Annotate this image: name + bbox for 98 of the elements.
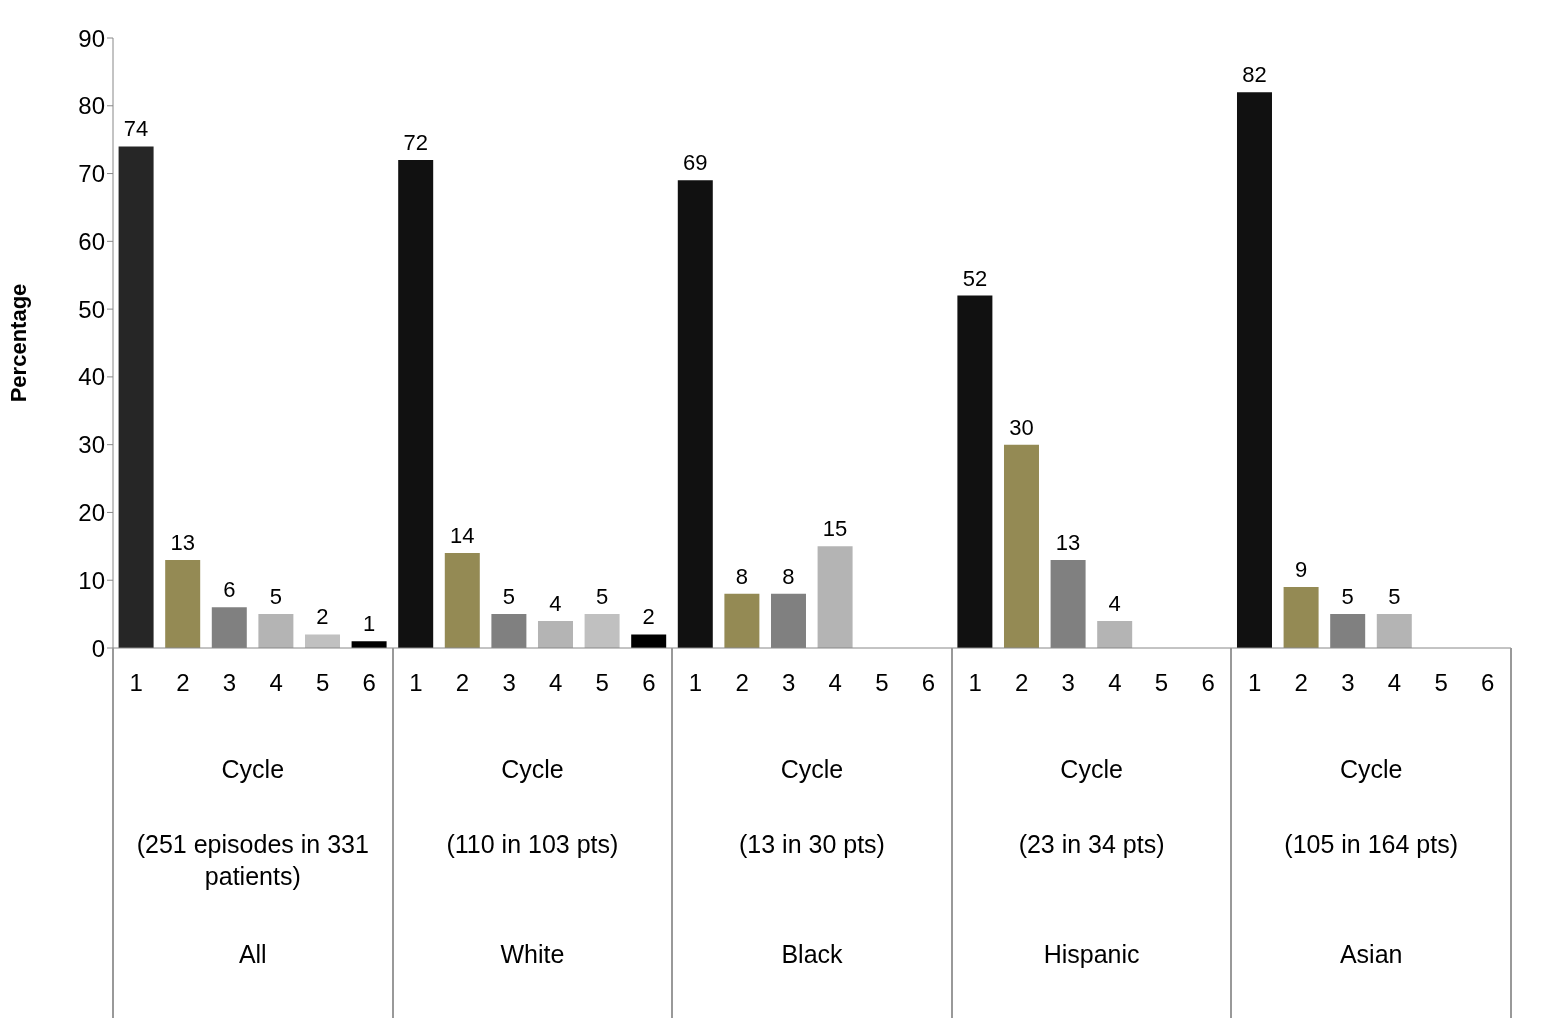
text: Cycle — [1059, 754, 1124, 785]
bar — [118, 146, 154, 648]
data-label: 5 — [269, 584, 283, 610]
text: (110 in 103 pts) — [445, 829, 620, 860]
x-tick-label: 3 — [782, 669, 796, 697]
bar — [1097, 620, 1133, 648]
x-tick-label: 6 — [1481, 669, 1495, 697]
y-tick-label: 0 — [91, 634, 105, 662]
text: (105 in 164 pts) — [1283, 829, 1460, 860]
y-tick-label: 80 — [78, 92, 105, 120]
data-label: 5 — [1341, 584, 1354, 610]
data-label: 4 — [549, 590, 562, 616]
x-tick-label: 1 — [409, 669, 423, 697]
x-tick-label: 5 — [1154, 669, 1169, 697]
x-tick-label: 4 — [549, 669, 563, 697]
bar — [537, 620, 573, 648]
text: All — [237, 939, 268, 970]
data-label: 14 — [450, 523, 475, 549]
data-label: 5 — [1388, 584, 1401, 610]
data-label: 8 — [782, 563, 795, 589]
bar — [444, 553, 480, 648]
data-label: 1 — [362, 611, 376, 637]
x-tick-label: 4 — [1108, 669, 1122, 697]
x-tick-label: 5 — [1434, 669, 1448, 697]
data-label: 69 — [683, 150, 708, 176]
y-tick-label: 70 — [78, 160, 105, 188]
text: Cycle — [779, 754, 845, 785]
text: (251 episodes in 331 patients) — [135, 829, 370, 892]
x-tick-label: 2 — [176, 669, 190, 697]
x-tick-label: 1 — [1248, 669, 1262, 697]
y-tick-label: 20 — [78, 498, 105, 526]
y-tick-label: 40 — [78, 363, 105, 391]
y-tick-label: 90 — [78, 24, 105, 52]
bar — [1283, 587, 1319, 648]
bar — [957, 295, 993, 648]
text: Black — [780, 939, 844, 970]
x-tick-label: 2 — [1294, 669, 1308, 697]
bar — [1376, 614, 1412, 648]
text: Cycle — [220, 754, 286, 785]
data-label: 13 — [1055, 529, 1081, 555]
bar — [258, 614, 294, 648]
text: Cycle — [500, 754, 565, 785]
bar — [584, 614, 620, 648]
x-tick-label: 1 — [968, 669, 982, 697]
bar — [1236, 92, 1272, 648]
text: White — [499, 939, 566, 970]
text: Hispanic — [1042, 939, 1141, 970]
data-label: 52 — [962, 265, 988, 291]
data-label: 30 — [1009, 414, 1034, 440]
text: (13 in 30 pts) — [738, 829, 886, 860]
x-tick-label: 2 — [735, 669, 749, 697]
x-tick-label: 3 — [1341, 669, 1355, 697]
data-label: 15 — [822, 516, 848, 542]
bar — [304, 634, 340, 648]
bar — [724, 593, 760, 648]
bar — [631, 634, 667, 648]
data-label: 5 — [595, 584, 609, 610]
x-tick-label: 5 — [595, 669, 609, 697]
data-label: 9 — [1294, 557, 1308, 582]
x-tick-label: 4 — [269, 669, 283, 697]
data-label: 74 — [123, 116, 149, 142]
data-label: 13 — [170, 529, 195, 555]
y-tick-label: 30 — [78, 431, 105, 459]
bar — [1003, 444, 1039, 648]
bar — [677, 180, 713, 648]
x-tick-label: 1 — [688, 669, 703, 697]
y-axis-title: Percentage — [5, 283, 31, 403]
data-label: 4 — [1108, 590, 1121, 616]
bar — [398, 160, 434, 648]
bar — [165, 559, 201, 648]
data-label: 2 — [642, 604, 655, 630]
x-tick-label: 6 — [362, 669, 376, 697]
data-label: 2 — [316, 604, 329, 630]
x-tick-label: 3 — [1061, 669, 1075, 697]
data-label: 8 — [735, 563, 749, 589]
data-label: 6 — [223, 577, 236, 603]
x-tick-label: 3 — [502, 669, 516, 697]
data-label: 5 — [502, 584, 516, 610]
data-label: 72 — [403, 130, 428, 155]
x-tick-label: 3 — [222, 669, 237, 697]
x-tick-label: 4 — [828, 669, 842, 697]
text: Cycle — [1338, 754, 1404, 785]
x-tick-label: 5 — [316, 669, 330, 697]
y-tick-label: 50 — [78, 295, 105, 323]
x-tick-label: 4 — [1387, 669, 1402, 697]
y-tick-label: 10 — [78, 566, 105, 594]
data-label: 82 — [1242, 62, 1267, 88]
text: Asian — [1338, 939, 1404, 970]
x-tick-label: 6 — [921, 669, 936, 697]
x-tick-label: 6 — [642, 669, 656, 697]
x-tick-label: 2 — [1015, 669, 1029, 697]
x-tick-label: 5 — [875, 669, 889, 697]
text: (23 in 34 pts) — [1017, 829, 1166, 860]
bar — [817, 546, 853, 648]
y-tick-label: 60 — [78, 227, 105, 255]
x-tick-label: 6 — [1201, 669, 1215, 697]
x-tick-label: 1 — [129, 669, 143, 697]
x-tick-label: 2 — [455, 669, 470, 697]
